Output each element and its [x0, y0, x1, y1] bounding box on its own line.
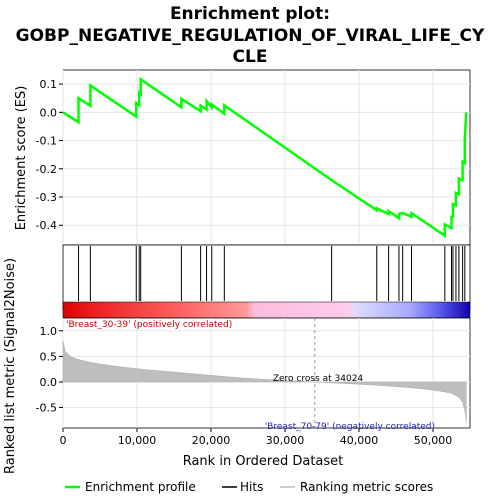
es-profile-line — [62, 76, 468, 239]
metric-xtick-label: 20,000 — [192, 434, 231, 447]
metric-xtick-label: 40,000 — [340, 434, 379, 447]
es-panel: 0.1 0.0 -0.1 -0.2 -0.3 -0.4 Enrichment score … — [14, 69, 471, 246]
hits-panel-frame — [62, 244, 471, 311]
es-yticks: 0.1 0.0 -0.1 -0.2 -0.3 -0.4 — [36, 78, 63, 232]
es-ytick-label: -0.3 — [36, 191, 57, 204]
ranking-metric-area — [62, 340, 467, 423]
chart-title-line-1: Enrichment plot: — [170, 4, 330, 24]
hits-panel — [62, 244, 471, 311]
metric-xlabel: Rank in Ordered Dataset — [183, 454, 344, 469]
chart-title-line-3: CLE — [233, 47, 268, 67]
positive-correlation-label: 'Breast_30-39' (positively correlated) — [66, 320, 232, 330]
es-ytick-label: -0.2 — [36, 163, 57, 176]
es-grid — [62, 70, 470, 245]
es-ytick-label: 0.1 — [40, 78, 58, 91]
legend-label-hits: Hits — [240, 480, 263, 494]
hits-lines — [78, 246, 466, 301]
es-ytick-label: 0.0 — [40, 106, 58, 119]
es-ytick-label: -0.4 — [36, 219, 57, 232]
metric-ytick-label: -0.5 — [36, 402, 57, 415]
metric-xticks: 0 10,000 20,000 30,000 40,000 50,000 — [60, 428, 453, 447]
metric-xtick-label: 50,000 — [414, 434, 453, 447]
zero-cross-label: Zero cross at 34024 — [273, 374, 364, 384]
metric-ylabel: Ranked list metric (Signal2Noise) — [3, 258, 18, 474]
metric-yticks: 1.0 0.5 0.0 -0.5 — [36, 325, 63, 415]
legend: Enrichment profile Hits Ranking metric s… — [65, 480, 433, 494]
negative-correlation-label: 'Breast_70-79' (negatively correlated) — [265, 422, 435, 432]
metric-xtick-label: 30,000 — [266, 434, 305, 447]
metric-xtick-label: 0 — [60, 434, 67, 447]
es-panel-frame — [62, 69, 471, 246]
es-ytick-label: -0.1 — [36, 135, 57, 148]
rank-color-bar — [62, 301, 471, 319]
legend-label-enrichment-profile: Enrichment profile — [85, 480, 196, 494]
metric-ytick-label: 0.0 — [40, 376, 58, 389]
chart-title-line-2: GOBP_NEGATIVE_REGULATION_OF_VIRAL_LIFE_C… — [16, 26, 485, 46]
metric-panel: 1.0 0.5 0.0 -0.5 0 10,000 20,000 30,000 40,000 5… — [3, 258, 471, 474]
es-ylabel: Enrichment score (ES) — [14, 86, 29, 231]
metric-xtick-label: 10,000 — [118, 434, 157, 447]
metric-ytick-label: 0.5 — [40, 350, 58, 363]
metric-ytick-label: 1.0 — [40, 325, 58, 338]
legend-label-ranking-metric: Ranking metric scores — [300, 480, 433, 494]
